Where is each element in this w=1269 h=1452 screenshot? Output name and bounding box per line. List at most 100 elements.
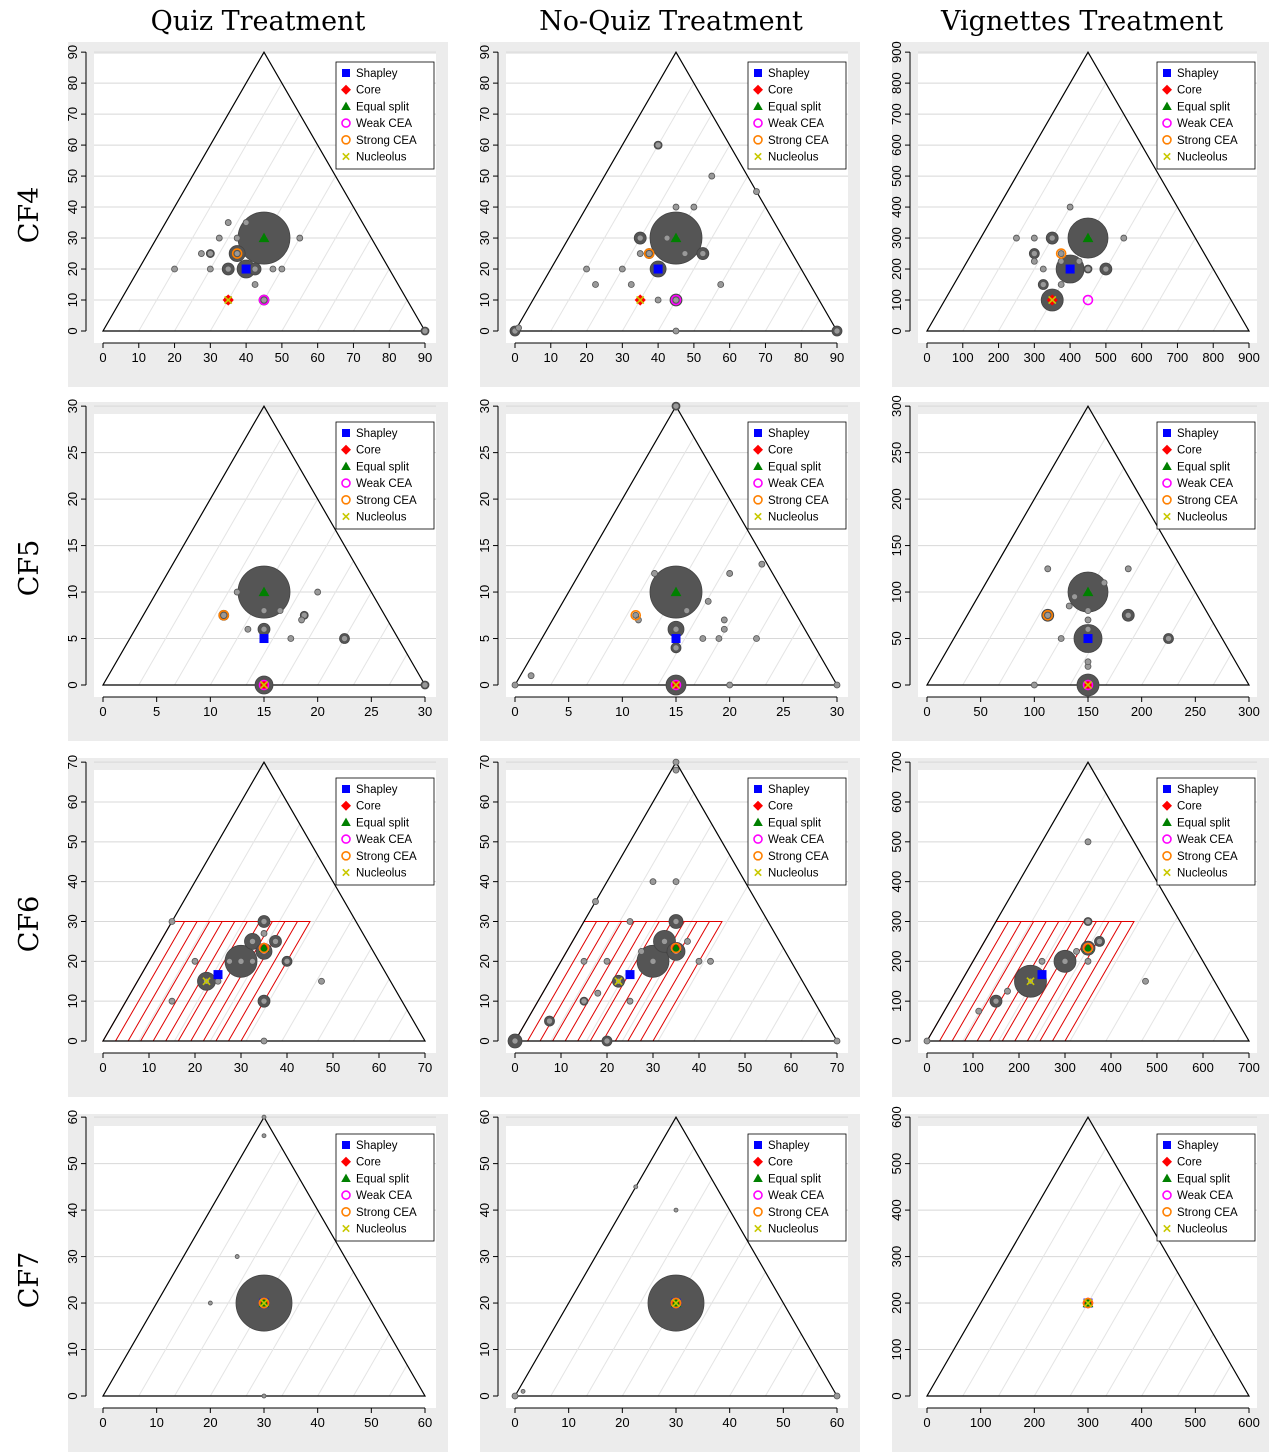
observation-point <box>753 188 760 195</box>
legend-label: Shapley <box>1177 784 1219 796</box>
x-tick-label: 0 <box>511 350 518 365</box>
y-tick-label: 5 <box>477 635 492 642</box>
benchmark-weak-cea <box>258 679 270 691</box>
observation-point <box>260 607 268 615</box>
y-tick-label: 20 <box>477 492 492 506</box>
observation-point <box>287 635 295 642</box>
y-tick-label: 0 <box>889 681 904 688</box>
observation-point <box>672 758 680 766</box>
benchmark-equal-split <box>258 942 270 953</box>
legend-label: Strong CEA <box>356 851 417 863</box>
y-tick-label: 600 <box>889 1106 904 1128</box>
benchmark-equal-split <box>258 586 270 597</box>
diagonal-gridline <box>962 1147 1107 1397</box>
y-tick-label: 10 <box>65 1342 80 1356</box>
observation-point <box>1102 265 1110 273</box>
x-tick-label: 500 <box>1184 1415 1206 1430</box>
legend-marker-shapley <box>1163 785 1171 793</box>
y-tick-label: 30 <box>65 914 80 928</box>
triangle-outline <box>925 760 1251 1042</box>
x-tick-label: 60 <box>310 350 324 365</box>
legend-marker-shapley <box>342 69 350 77</box>
row-title-cf5: CF5 <box>14 540 45 597</box>
legend-marker-strong-cea <box>1162 494 1172 505</box>
diagonal-gridline <box>1177 622 1214 686</box>
observation-point <box>1084 616 1092 624</box>
y-tick-label: 500 <box>889 831 904 853</box>
y-tick-label: 200 <box>889 258 904 280</box>
observation-point <box>296 234 304 242</box>
observation-point <box>684 938 691 945</box>
observation-point <box>626 997 634 1005</box>
diagonal-gridline <box>245 529 336 686</box>
legend-marker-equal-split <box>753 101 763 110</box>
observation-point <box>272 938 279 945</box>
x-tick-label: 40 <box>651 350 665 365</box>
legend-label: Shapley <box>356 428 398 440</box>
legend-label: Strong CEA <box>1177 851 1238 863</box>
legend-marker-weak-cea <box>753 118 763 128</box>
x-tick-label: 50 <box>687 350 701 365</box>
y-tick-label: 300 <box>889 395 904 417</box>
legend-marker-equal-split <box>341 101 351 110</box>
observation-point <box>720 625 728 633</box>
legend-label: Nucleolus <box>356 868 407 880</box>
diagonal-gridline <box>1069 529 1160 686</box>
chart-panel-cf5-noquiz: 0 5 10 15 20 25 30 0 5 10 15 20 25 30 Shapley Core Equal… <box>477 399 860 741</box>
x-tick-label: 10 <box>544 350 558 365</box>
chart-panel-cf5-vignettes: 0 50 100 150 200 250 300 0 50 100 150 200 250 300 Shap… <box>889 395 1269 741</box>
x-tick-label: 50 <box>776 1415 790 1430</box>
benchmark-equal-split <box>1082 586 1094 597</box>
observation-point <box>1048 234 1056 242</box>
benchmark-nucleolus <box>224 295 233 305</box>
core-hatch <box>127 921 198 1042</box>
y-tick-label: 20 <box>65 1296 80 1310</box>
core-hatch <box>939 921 1009 1042</box>
observation-point <box>1030 257 1038 265</box>
diagonal-gridline <box>586 823 713 1042</box>
legend-marker-shapley <box>1163 429 1171 437</box>
observation-point <box>233 234 241 242</box>
observation-point <box>833 1392 841 1400</box>
y-tick-label: 100 <box>889 990 904 1012</box>
x-tick-label: 25 <box>364 704 378 719</box>
observation-point <box>314 588 322 596</box>
y-tick-label: 800 <box>889 72 904 94</box>
chart-panel-cf4-quiz: 0 10 20 30 40 50 60 70 80 90 0 10 20 30 40 50 60 70 80 90 Sh… <box>65 42 448 387</box>
observation-point <box>1066 203 1074 211</box>
observation-point <box>663 234 671 242</box>
legend-label: Nucleolus <box>356 152 407 164</box>
y-tick-label: 30 <box>477 1249 492 1263</box>
x-tick-label: 300 <box>1077 1415 1099 1430</box>
benchmark-equal-split <box>670 942 682 953</box>
benchmark-strong-cea <box>231 248 243 259</box>
legend-label: Weak CEA <box>1177 834 1233 846</box>
observation-point <box>421 327 429 335</box>
x-tick-label: 80 <box>382 350 396 365</box>
legend-box <box>335 61 435 170</box>
legend-label: Weak CEA <box>1177 1190 1233 1202</box>
legend-label: Weak CEA <box>1177 478 1233 490</box>
benchmark-nucleolus <box>1083 680 1093 690</box>
x-tick-label: 15 <box>669 704 683 719</box>
diagonal-gridline <box>765 978 802 1042</box>
observation-point <box>654 141 662 149</box>
x-tick-label: 200 <box>988 350 1010 365</box>
legend-marker-core <box>753 800 763 811</box>
benchmark-nucleolus <box>671 1298 681 1308</box>
benchmark-strong-cea <box>218 609 230 621</box>
diagonal-gridline <box>1212 1009 1232 1042</box>
diagonal-gridline <box>281 206 354 332</box>
observation-point <box>1084 658 1092 666</box>
y-tick-label: 10 <box>477 293 492 307</box>
x-tick-label: 10 <box>554 1060 568 1075</box>
triangle-outline <box>925 50 1251 332</box>
x-tick-label: 40 <box>239 350 253 365</box>
legend-marker-shapley <box>342 429 350 437</box>
legend-marker-strong-cea <box>341 494 351 505</box>
y-tick-label: 10 <box>65 994 80 1008</box>
observation-point <box>1030 681 1038 689</box>
observation-point <box>1057 257 1065 265</box>
observation-point <box>260 625 268 633</box>
